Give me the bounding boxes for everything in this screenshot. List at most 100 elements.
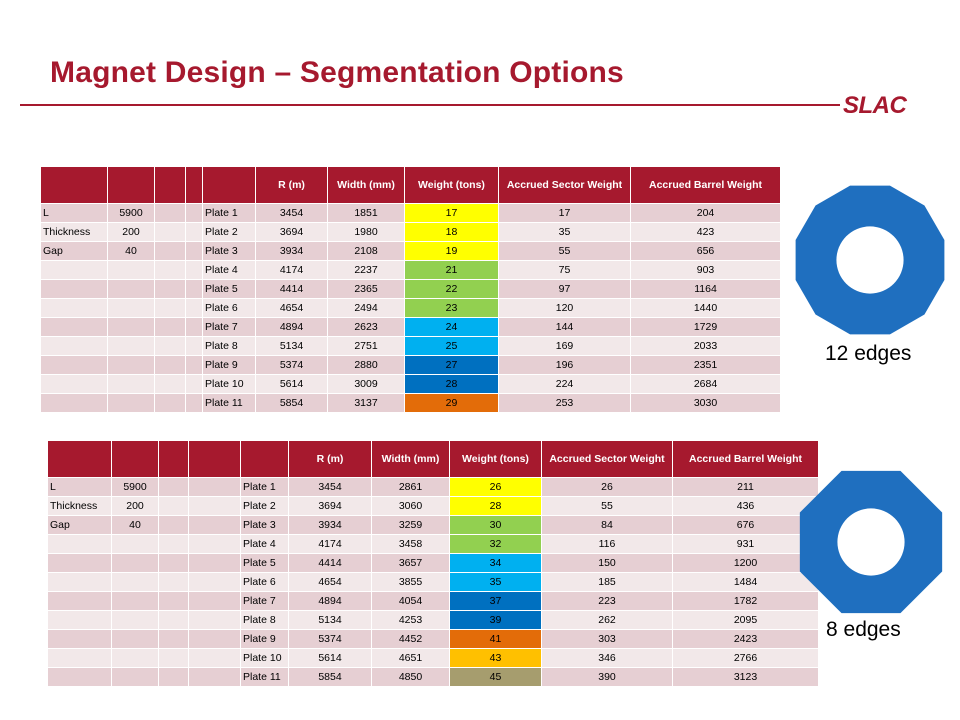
param-value-cell: 200 bbox=[111, 496, 159, 516]
accrued-sector-weight-cell: 185 bbox=[541, 572, 673, 592]
table-row: Plate 6 4654 3855 35 185 1484 bbox=[47, 572, 819, 592]
empty-cell bbox=[185, 260, 203, 280]
empty-cell bbox=[188, 553, 241, 573]
empty-cell bbox=[185, 279, 203, 299]
r-value-cell: 5374 bbox=[255, 355, 328, 375]
width-value-cell: 4253 bbox=[371, 610, 450, 630]
table-row: Plate 11 5854 4850 45 390 3123 bbox=[47, 667, 819, 687]
weight-value-cell: 27 bbox=[404, 355, 499, 375]
accrued-sector-weight-cell: 169 bbox=[498, 336, 631, 356]
empty-cell bbox=[188, 610, 241, 630]
header-accrued-barrel-weight: Accrued Barrel Weight bbox=[672, 440, 819, 478]
accrued-sector-weight-cell: 84 bbox=[541, 515, 673, 535]
weight-value-cell: 19 bbox=[404, 241, 499, 261]
header-accrued-barrel-weight: Accrued Barrel Weight bbox=[630, 166, 781, 204]
weight-value-cell: 32 bbox=[449, 534, 542, 554]
polygon-inner-hole bbox=[837, 508, 905, 576]
param-value-cell bbox=[107, 355, 155, 375]
accrued-barrel-weight-cell: 3123 bbox=[672, 667, 819, 687]
width-value-cell: 4850 bbox=[371, 667, 450, 687]
plate-name-cell: Plate 7 bbox=[240, 591, 289, 611]
r-value-cell: 5854 bbox=[255, 393, 328, 413]
plate-name-cell: Plate 10 bbox=[240, 648, 289, 668]
header-cell bbox=[188, 440, 241, 478]
header-r: R (m) bbox=[255, 166, 328, 204]
param-label-cell bbox=[47, 553, 112, 573]
spacer-cell bbox=[154, 317, 186, 337]
width-value-cell: 3458 bbox=[371, 534, 450, 554]
r-value-cell: 4894 bbox=[288, 591, 372, 611]
weight-value-cell: 37 bbox=[449, 591, 542, 611]
accrued-barrel-weight-cell: 1200 bbox=[672, 553, 819, 573]
param-value-cell bbox=[111, 591, 159, 611]
plate-name-cell: Plate 9 bbox=[202, 355, 256, 375]
weight-value-cell: 26 bbox=[449, 477, 542, 497]
param-value-cell bbox=[107, 279, 155, 299]
param-label-cell bbox=[40, 317, 108, 337]
header-cell bbox=[240, 440, 289, 478]
param-value-cell bbox=[107, 336, 155, 356]
r-value-cell: 5134 bbox=[255, 336, 328, 356]
spacer-cell bbox=[158, 534, 189, 554]
r-value-cell: 4174 bbox=[288, 534, 372, 554]
weight-value-cell: 29 bbox=[404, 393, 499, 413]
table-row: Thickness 200 Plate 2 3694 1980 18 35 423 bbox=[40, 222, 781, 242]
accrued-barrel-weight-cell: 1440 bbox=[630, 298, 781, 318]
accrued-barrel-weight-cell: 2766 bbox=[672, 648, 819, 668]
param-value-cell bbox=[111, 572, 159, 592]
r-value-cell: 5134 bbox=[288, 610, 372, 630]
empty-cell bbox=[185, 393, 203, 413]
empty-cell bbox=[185, 222, 203, 242]
table-row: Gap 40 Plate 3 3934 3259 30 84 676 bbox=[47, 515, 819, 535]
empty-cell bbox=[185, 298, 203, 318]
r-value-cell: 3454 bbox=[255, 203, 328, 223]
slac-logo: SLAC bbox=[843, 92, 907, 119]
r-value-cell: 4654 bbox=[255, 298, 328, 318]
spacer-cell bbox=[158, 648, 189, 668]
param-value-cell: 200 bbox=[107, 222, 155, 242]
weight-value-cell: 30 bbox=[449, 515, 542, 535]
spacer-cell bbox=[158, 629, 189, 649]
width-value-cell: 2365 bbox=[327, 279, 405, 299]
accrued-sector-weight-cell: 346 bbox=[541, 648, 673, 668]
edge-count-label-12: 12 edges bbox=[825, 342, 912, 365]
weight-value-cell: 45 bbox=[449, 667, 542, 687]
weight-value-cell: 28 bbox=[404, 374, 499, 394]
accrued-sector-weight-cell: 144 bbox=[498, 317, 631, 337]
empty-cell bbox=[188, 477, 241, 497]
plate-name-cell: Plate 3 bbox=[202, 241, 256, 261]
param-label-cell bbox=[40, 279, 108, 299]
table-row: Plate 6 4654 2494 23 120 1440 bbox=[40, 298, 781, 318]
param-label-cell bbox=[40, 298, 108, 318]
polygon-inner-hole bbox=[836, 226, 904, 294]
table-row: Plate 4 4174 2237 21 75 903 bbox=[40, 260, 781, 280]
r-value-cell: 5374 bbox=[288, 629, 372, 649]
accrued-barrel-weight-cell: 1484 bbox=[672, 572, 819, 592]
empty-cell bbox=[188, 591, 241, 611]
param-value-cell bbox=[107, 393, 155, 413]
slide-title: Magnet Design – Segmentation Options bbox=[50, 56, 624, 89]
accrued-sector-weight-cell: 75 bbox=[498, 260, 631, 280]
accrued-barrel-weight-cell: 903 bbox=[630, 260, 781, 280]
empty-cell bbox=[185, 203, 203, 223]
accrued-sector-weight-cell: 262 bbox=[541, 610, 673, 630]
plate-name-cell: Plate 10 bbox=[202, 374, 256, 394]
plate-name-cell: Plate 5 bbox=[240, 553, 289, 573]
r-value-cell: 4174 bbox=[255, 260, 328, 280]
weight-value-cell: 35 bbox=[449, 572, 542, 592]
width-value-cell: 1980 bbox=[327, 222, 405, 242]
param-label-cell bbox=[47, 667, 112, 687]
width-value-cell: 4054 bbox=[371, 591, 450, 611]
header-width: Width (mm) bbox=[371, 440, 450, 478]
param-label-cell: L bbox=[40, 203, 108, 223]
header-cell bbox=[202, 166, 256, 204]
param-value-cell bbox=[107, 298, 155, 318]
plate-name-cell: Plate 11 bbox=[202, 393, 256, 413]
weight-value-cell: 18 bbox=[404, 222, 499, 242]
empty-cell bbox=[188, 667, 241, 687]
dodecagon-ring-icon bbox=[795, 185, 945, 335]
width-value-cell: 2108 bbox=[327, 241, 405, 261]
table-header-row: R (m) Width (mm) Weight (tons) Accrued S… bbox=[47, 440, 819, 478]
weight-value-cell: 39 bbox=[449, 610, 542, 630]
empty-cell bbox=[188, 629, 241, 649]
